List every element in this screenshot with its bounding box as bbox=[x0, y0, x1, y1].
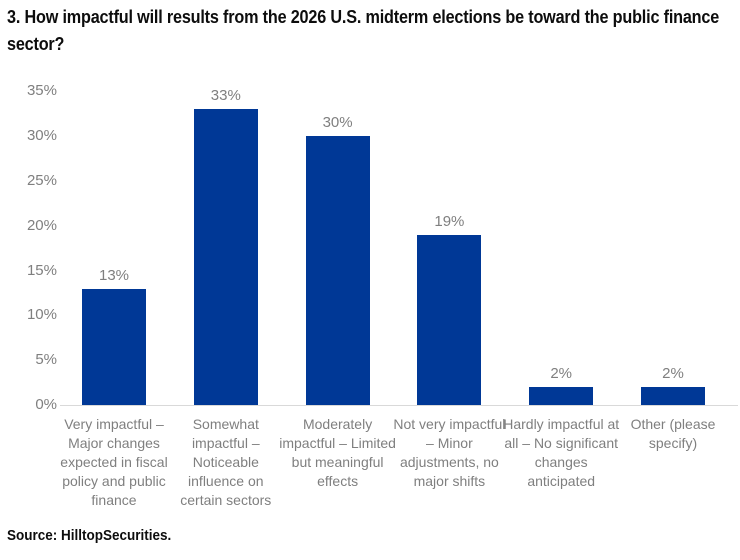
bar bbox=[193, 109, 258, 405]
bar bbox=[417, 234, 482, 405]
y-tick-label: 10% bbox=[26, 306, 57, 324]
bar bbox=[305, 136, 370, 405]
y-tick-label: 30% bbox=[26, 127, 57, 145]
x-category-label: Hardly impactful at all – No significant… bbox=[503, 416, 620, 489]
x-category-label: Very impactful – Major changes expected … bbox=[60, 416, 168, 508]
x-category-label: Moderately impactful – Limited but meani… bbox=[279, 416, 396, 489]
bar-value-label: 30% bbox=[322, 114, 353, 132]
bar-value-label: 19% bbox=[434, 212, 465, 230]
bar bbox=[82, 288, 146, 405]
y-tick-label: 0% bbox=[35, 396, 57, 413]
y-tick-label: 20% bbox=[26, 216, 57, 234]
y-tick-label: 25% bbox=[26, 172, 57, 189]
bar-value-label: 13% bbox=[98, 266, 130, 284]
y-tick-label: 15% bbox=[26, 261, 57, 279]
y-tick-label: 35% bbox=[26, 82, 57, 100]
x-category-label: Somewhat impactful – Noticeable influenc… bbox=[180, 416, 272, 508]
bar-value-label: 2% bbox=[550, 365, 573, 383]
x-axis-line bbox=[60, 405, 738, 406]
x-category-label: Other (please specify) bbox=[630, 416, 716, 451]
bar-value-label: 2% bbox=[662, 365, 684, 383]
bar bbox=[529, 387, 594, 405]
source-note: Source: HilltopSecurities. bbox=[7, 527, 172, 544]
x-category-label: Not very impactful – Minor adjustments, … bbox=[393, 416, 506, 489]
bar bbox=[641, 387, 705, 405]
y-tick-label: 5% bbox=[35, 351, 57, 369]
chart-title: 3. How impactful will results from the 2… bbox=[7, 7, 720, 54]
bar-value-label: 33% bbox=[210, 87, 241, 105]
